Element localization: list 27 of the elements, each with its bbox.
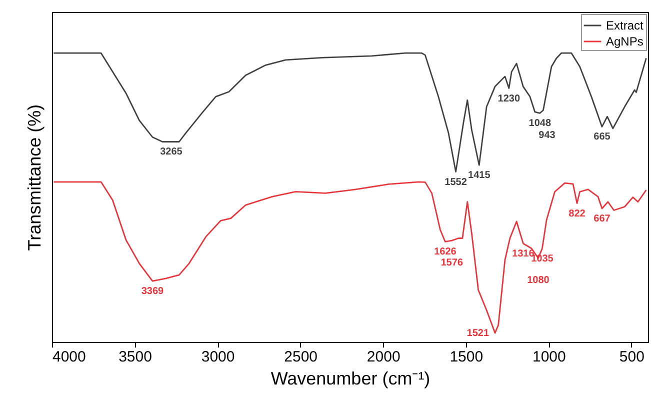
- annotation: 1080: [527, 275, 550, 286]
- legend-label: AgNPs: [606, 34, 644, 48]
- annotation: 1576: [440, 258, 464, 269]
- legend-label: Extract: [606, 18, 644, 32]
- x-tick-label: 3000: [201, 348, 235, 366]
- annotation: 1415: [468, 170, 491, 182]
- annotation: 1521: [466, 328, 490, 340]
- annotation: 943: [538, 130, 556, 142]
- x-tick-label: 500: [619, 348, 644, 366]
- x-tick-label: 2000: [366, 348, 400, 366]
- x-axis-title: Wavenumber (cm⁻¹): [270, 368, 430, 388]
- x-tick-label: 2500: [284, 348, 318, 366]
- x-tick-label: 4000: [52, 348, 86, 366]
- y-axis-title: Transmittance (%): [24, 104, 44, 251]
- x-tick-label: 1500: [450, 348, 484, 366]
- annotation: 665: [594, 132, 611, 143]
- annotation: 667: [594, 213, 611, 224]
- annotation: 1626: [434, 246, 457, 258]
- annotation: 1230: [498, 93, 520, 104]
- annotation: 1552: [444, 176, 468, 188]
- annotation: 1048: [528, 118, 552, 130]
- annotation: 1316: [512, 248, 535, 260]
- x-tick-label: 3500: [118, 348, 152, 366]
- annotation: 3369: [141, 286, 164, 298]
- annotation: 3265: [160, 146, 183, 158]
- annotation: 822: [568, 208, 586, 220]
- x-tick-label: 1000: [532, 348, 566, 366]
